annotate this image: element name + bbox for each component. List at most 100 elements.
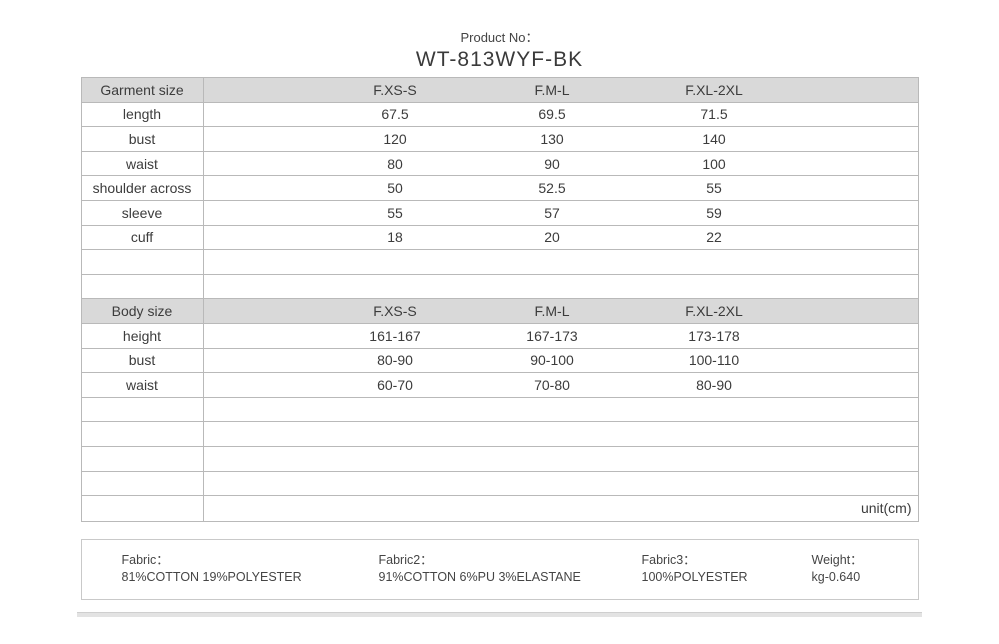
weight-value: kg-0.640	[811, 570, 861, 585]
fabric-item: Weight： kg-0.640	[812, 552, 918, 587]
cell-value: 140	[702, 130, 726, 147]
spacer-cell	[798, 226, 918, 250]
column-header: F.XS-S	[373, 81, 417, 98]
column-header: F.M-L	[534, 81, 570, 98]
cell-value: 80	[387, 155, 403, 172]
column-header: F.XS-S	[373, 303, 417, 320]
cell-value: 80-90	[696, 376, 732, 393]
table-row: shoulder across 50 52.5 55	[81, 176, 918, 201]
spacer-cell	[798, 103, 918, 127]
cell-value: 59	[706, 204, 722, 221]
fabric-label: Fabric3：	[641, 552, 696, 567]
spacer-cell	[798, 201, 918, 225]
cell-value: 161-167	[369, 327, 421, 344]
spacer-cell	[798, 349, 918, 373]
cell-value: 90-100	[530, 352, 574, 369]
spacer-cell	[204, 349, 317, 373]
weight-label: Weight：	[811, 552, 863, 567]
column-header: F.XL-2XL	[685, 81, 743, 98]
fabric-label: Fabric：	[121, 552, 169, 567]
empty-row	[81, 422, 918, 447]
body-size-header-row: Body size F.XS-S F.M-L F.XL-2XL	[81, 299, 918, 324]
cell-value: 67.5	[381, 106, 409, 123]
row-label	[82, 446, 204, 471]
empty-row	[81, 250, 918, 275]
cell-value: 90	[544, 155, 560, 172]
next-section-cutoff-edge	[77, 611, 922, 617]
product-no-label: Product No：	[460, 30, 539, 45]
table-row: sleeve 55 57 59	[81, 200, 918, 226]
row-label	[82, 422, 204, 446]
row-label: bust	[82, 348, 204, 373]
table-row: waist 80 90 100	[81, 151, 918, 177]
spacer-cell	[204, 324, 317, 348]
fabric-label: Fabric2：	[378, 552, 433, 567]
table-row: bust 120 130 140	[81, 127, 918, 152]
cell-value: 120	[383, 130, 407, 147]
cell-value: 70-80	[534, 376, 570, 393]
fabric-item: Fabric3： 100%POLYESTER	[642, 552, 812, 587]
cell-value: 100-110	[688, 352, 740, 369]
table-row: cuff 18 20 22	[81, 225, 918, 251]
spacer-cell	[204, 78, 317, 102]
row-label: cuff	[82, 225, 204, 250]
row-label: shoulder across	[82, 176, 204, 200]
cell-value: 100	[702, 155, 726, 172]
spacer-cell	[798, 324, 918, 348]
cell-value: 55	[387, 204, 403, 221]
cell-value: 167-173	[526, 327, 578, 344]
cell-value: 52.5	[538, 180, 566, 197]
cell-value: 57	[544, 204, 560, 221]
spacer-cell	[204, 373, 317, 397]
empty-row	[81, 274, 918, 300]
cell-value: 20	[544, 229, 560, 246]
cell-value: 71.5	[700, 106, 728, 123]
fabric-value: 91%COTTON 6%PU 3%ELASTANE	[378, 570, 581, 585]
cell-value: 130	[540, 130, 564, 147]
cell-value: 173-178	[688, 327, 740, 344]
fabric-item: Fabric： 81%COTTON 19%POLYESTER	[122, 552, 379, 587]
spacer-cell	[798, 299, 918, 323]
cell-value: 22	[706, 229, 722, 246]
section-title: Body size	[82, 299, 204, 323]
section-title: Garment size	[82, 78, 204, 102]
cell-value: 50	[387, 180, 403, 197]
fabric-item: Fabric2： 91%COTTON 6%PU 3%ELASTANE	[379, 552, 642, 587]
row-label	[82, 397, 204, 422]
empty-row	[81, 446, 918, 472]
cell-value: 55	[706, 180, 722, 197]
unit-row: unit(cm)	[82, 496, 918, 521]
spacer-cell	[798, 152, 918, 176]
cell-value: 80-90	[377, 352, 413, 369]
spacer-cell	[204, 176, 317, 200]
spacer-cell	[798, 373, 918, 397]
fabric-value: 81%COTTON 19%POLYESTER	[121, 570, 302, 585]
garment-size-header-row: Garment size F.XS-S F.M-L F.XL-2XL	[81, 78, 918, 103]
fabric-value: 100%POLYESTER	[641, 570, 748, 585]
row-label: waist	[82, 151, 204, 176]
empty-row	[81, 397, 918, 423]
cell-value: 60-70	[377, 376, 413, 393]
table-row: height 161-167 167-173 173-178	[81, 323, 918, 349]
row-label: length	[82, 102, 204, 127]
table-row: bust 80-90 90-100 100-110	[81, 348, 918, 374]
row-label	[82, 274, 204, 299]
row-label: height	[82, 323, 204, 348]
spacer-cell	[798, 78, 918, 102]
column-header: F.M-L	[534, 303, 570, 320]
spacer-cell	[204, 201, 317, 225]
cell-value: 69.5	[538, 106, 566, 123]
row-label	[82, 471, 204, 496]
spacer-cell	[204, 299, 317, 323]
empty-row	[81, 471, 918, 497]
table-row: waist 60-70 70-80 80-90	[81, 373, 918, 398]
row-label: bust	[82, 127, 204, 151]
table-row: length 67.5 69.5 71.5	[81, 102, 918, 128]
spacer-cell	[204, 103, 317, 127]
unit-label: unit(cm)	[860, 500, 912, 517]
column-header: F.XL-2XL	[685, 303, 743, 320]
row-label	[82, 496, 204, 521]
cell-value: 18	[387, 229, 403, 246]
spacer-cell	[204, 152, 317, 176]
size-chart-table: Garment size F.XS-S F.M-L F.XL-2XL lengt…	[80, 77, 919, 522]
